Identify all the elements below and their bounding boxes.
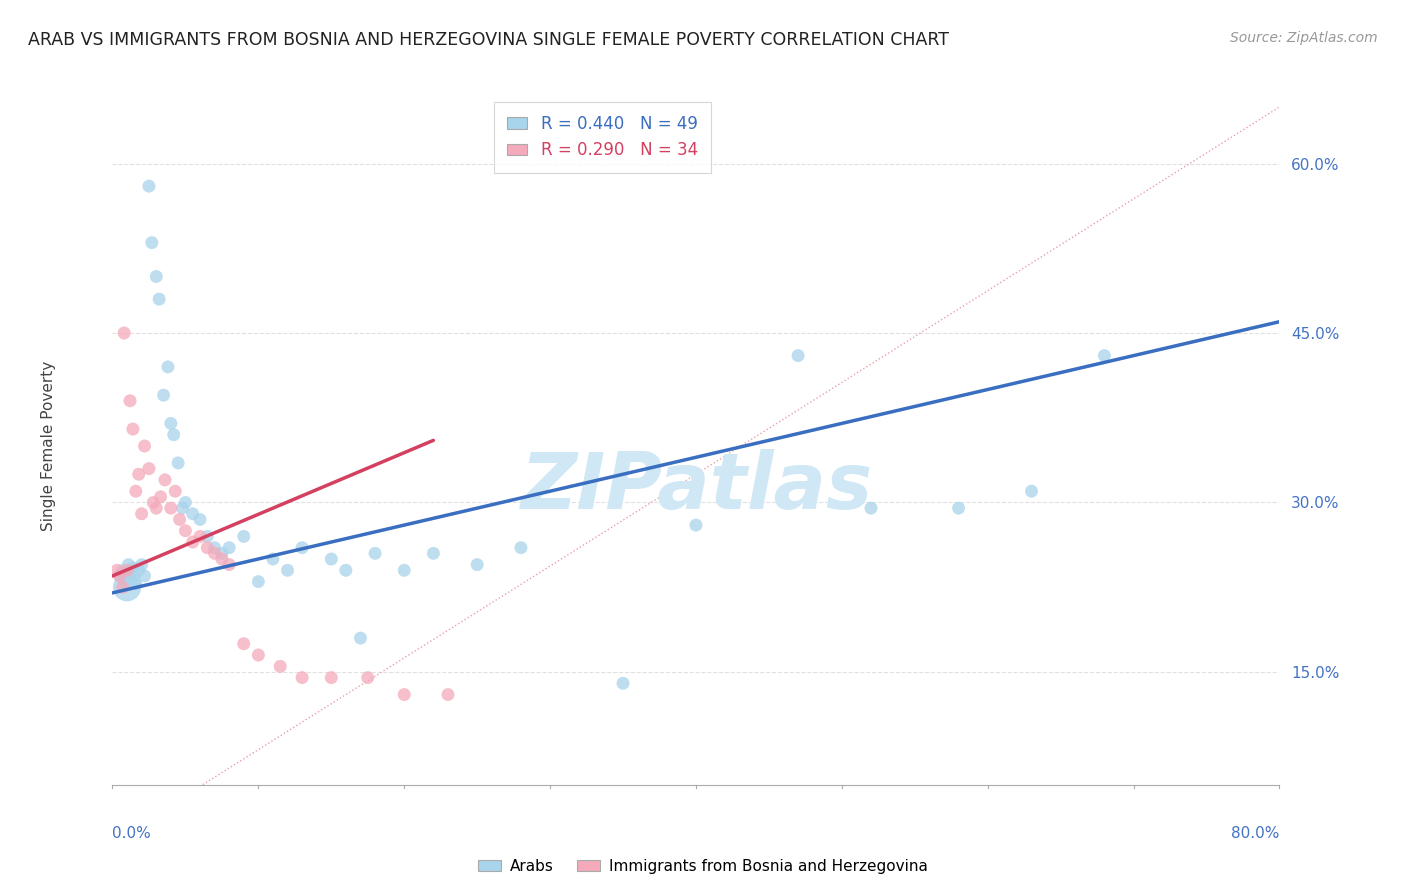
Legend: Arabs, Immigrants from Bosnia and Herzegovina: Arabs, Immigrants from Bosnia and Herzeg… (472, 853, 934, 880)
Point (112, 326, 135, 340)
Point (509, 541, 531, 555)
Point (163, 427, 186, 442)
Point (112, 574, 135, 589)
Point (105, 563, 128, 577)
Point (111, 580, 134, 594)
Point (948, 501, 970, 516)
Point (787, 349, 810, 363)
Point (1021, 484, 1043, 499)
Text: ARAB VS IMMIGRANTS FROM BOSNIA AND HERZEGOVINA SINGLE FEMALE POVERTY CORRELATION: ARAB VS IMMIGRANTS FROM BOSNIA AND HERZE… (28, 31, 949, 49)
Point (188, 512, 211, 526)
Text: 0.0%: 0.0% (112, 826, 152, 840)
Point (160, 501, 183, 516)
Point (165, 484, 187, 499)
Point (128, 467, 150, 482)
Point (262, 552, 284, 566)
Point (247, 574, 270, 589)
Point (115, 563, 138, 577)
Point (141, 235, 163, 250)
Point (204, 541, 226, 555)
Point (860, 501, 883, 516)
Legend: R = 0.440   N = 49, R = 0.290   N = 34: R = 0.440 N = 49, R = 0.290 N = 34 (494, 102, 711, 173)
Point (115, 580, 138, 594)
Point (134, 439, 156, 453)
Point (169, 512, 191, 526)
Point (188, 529, 211, 543)
Point (131, 558, 153, 572)
Point (357, 671, 380, 685)
Point (167, 456, 190, 470)
Point (195, 529, 218, 543)
Point (152, 388, 174, 402)
Point (465, 558, 488, 572)
Point (145, 269, 167, 284)
Point (138, 179, 160, 194)
Point (148, 292, 170, 306)
Point (218, 541, 240, 555)
Point (108, 569, 131, 583)
Point (394, 563, 416, 577)
Point (131, 507, 153, 521)
Point (437, 688, 460, 702)
Point (125, 484, 148, 499)
Point (111, 563, 134, 577)
Point (321, 552, 343, 566)
Point (422, 546, 444, 560)
Point (218, 558, 240, 572)
Text: Single Female Poverty: Single Female Poverty (41, 361, 56, 531)
Point (142, 495, 165, 509)
Point (125, 577, 148, 591)
Point (612, 676, 634, 690)
Point (269, 659, 291, 673)
Point (247, 648, 270, 662)
Point (138, 461, 160, 475)
Point (172, 501, 194, 516)
Point (211, 552, 233, 566)
Point (153, 473, 176, 487)
Point (128, 563, 150, 577)
Point (181, 507, 204, 521)
Point (145, 501, 167, 516)
Point (181, 535, 204, 549)
Point (291, 541, 314, 555)
Point (117, 558, 139, 572)
Point (118, 393, 141, 408)
Point (321, 671, 343, 685)
Point (1094, 349, 1116, 363)
Text: ZIPatlas: ZIPatlas (520, 449, 872, 524)
Point (124, 569, 146, 583)
Point (195, 541, 218, 555)
Point (160, 417, 183, 431)
Text: Source: ZipAtlas.com: Source: ZipAtlas.com (1230, 31, 1378, 45)
Point (394, 688, 416, 702)
Text: 80.0%: 80.0% (1232, 826, 1279, 840)
Point (134, 569, 156, 583)
Point (232, 637, 254, 651)
Point (364, 546, 387, 560)
Point (291, 671, 314, 685)
Point (335, 563, 357, 577)
Point (118, 566, 141, 580)
Point (122, 422, 145, 436)
Point (122, 561, 145, 575)
Point (211, 546, 233, 560)
Point (156, 359, 179, 374)
Point (108, 569, 131, 583)
Point (204, 546, 226, 560)
Point (685, 518, 707, 533)
Point (349, 631, 371, 645)
Point (174, 524, 197, 538)
Point (149, 490, 172, 504)
Point (232, 529, 254, 543)
Point (276, 563, 298, 577)
Point (174, 495, 197, 509)
